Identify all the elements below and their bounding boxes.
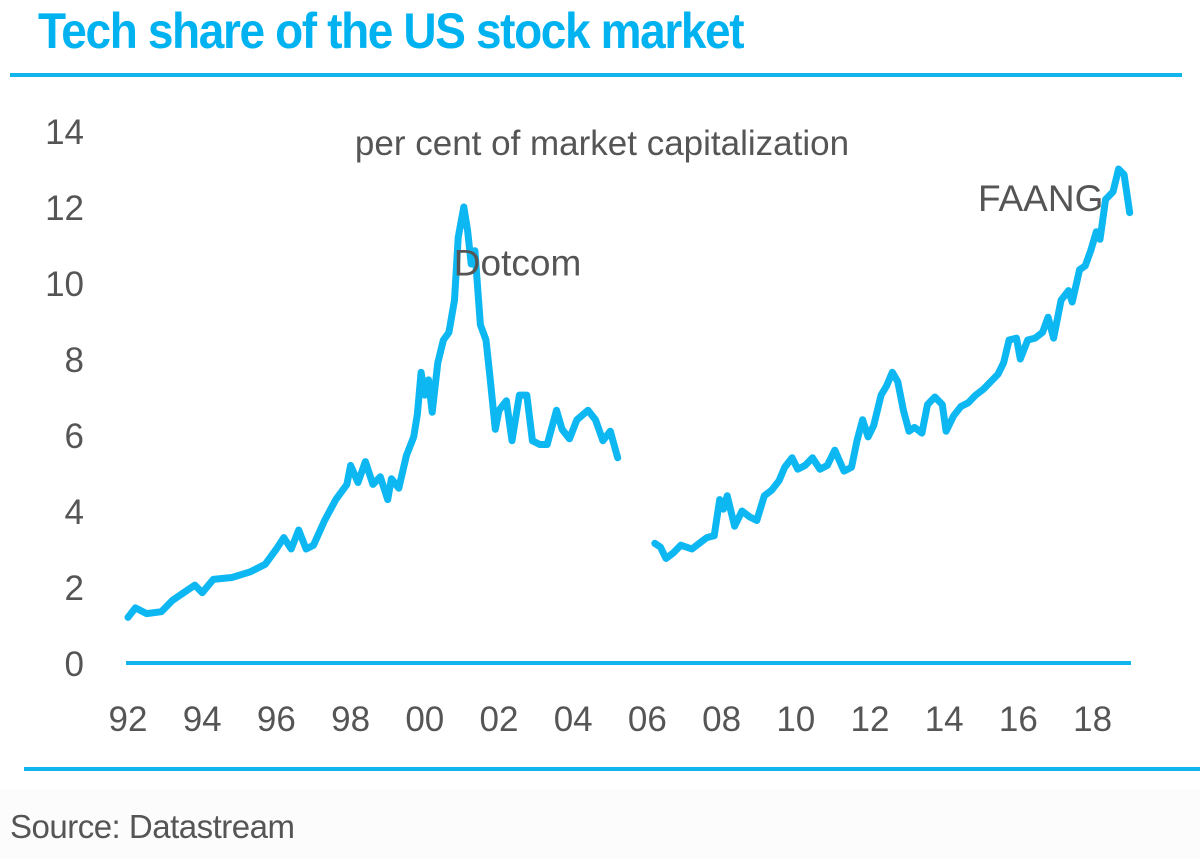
annotations: Dotcom FAANG bbox=[454, 178, 1104, 284]
chart-subtitle: per cent of market capitalization bbox=[355, 124, 849, 163]
series-line-2 bbox=[651, 165, 1134, 562]
title-divider bbox=[10, 73, 1182, 77]
y-tick-label: 8 bbox=[65, 341, 84, 380]
footer-background bbox=[0, 790, 1200, 859]
y-axis-ticks: 0 2 4 6 8 10 12 14 bbox=[45, 113, 84, 684]
y-tick-label: 0 bbox=[65, 645, 84, 684]
y-tick-label: 2 bbox=[65, 569, 84, 608]
x-tick-label: 98 bbox=[331, 700, 370, 739]
footer-divider bbox=[24, 767, 1200, 771]
x-tick-label: 92 bbox=[109, 700, 148, 739]
y-tick-label: 6 bbox=[65, 417, 84, 456]
x-tick-label: 02 bbox=[480, 700, 519, 739]
y-tick-label: 12 bbox=[45, 189, 84, 228]
x-tick-label: 94 bbox=[183, 700, 222, 739]
series-line-1 bbox=[124, 203, 622, 621]
x-tick-label: 04 bbox=[554, 700, 593, 739]
x-tick-label: 10 bbox=[776, 700, 815, 739]
x-tick-label: 12 bbox=[851, 700, 890, 739]
y-tick-label: 14 bbox=[45, 113, 84, 152]
annotation-faang: FAANG bbox=[978, 178, 1103, 219]
x-tick-label: 14 bbox=[925, 700, 964, 739]
source-note: Source: Datastream bbox=[10, 808, 295, 845]
x-tick-label: 08 bbox=[702, 700, 741, 739]
chart-title: Tech share of the US stock market bbox=[38, 3, 745, 59]
x-axis-ticks: 92 94 96 98 00 02 04 06 08 10 12 14 16 18 bbox=[109, 700, 1113, 739]
series-group bbox=[124, 165, 1134, 621]
x-tick-label: 16 bbox=[999, 700, 1038, 739]
x-tick-label: 06 bbox=[628, 700, 667, 739]
x-tick-label: 96 bbox=[257, 700, 296, 739]
y-tick-label: 10 bbox=[45, 265, 84, 304]
x-tick-label: 18 bbox=[1073, 700, 1112, 739]
y-tick-label: 4 bbox=[65, 493, 84, 532]
x-tick-label: 00 bbox=[405, 700, 444, 739]
annotation-dotcom: Dotcom bbox=[454, 242, 581, 283]
